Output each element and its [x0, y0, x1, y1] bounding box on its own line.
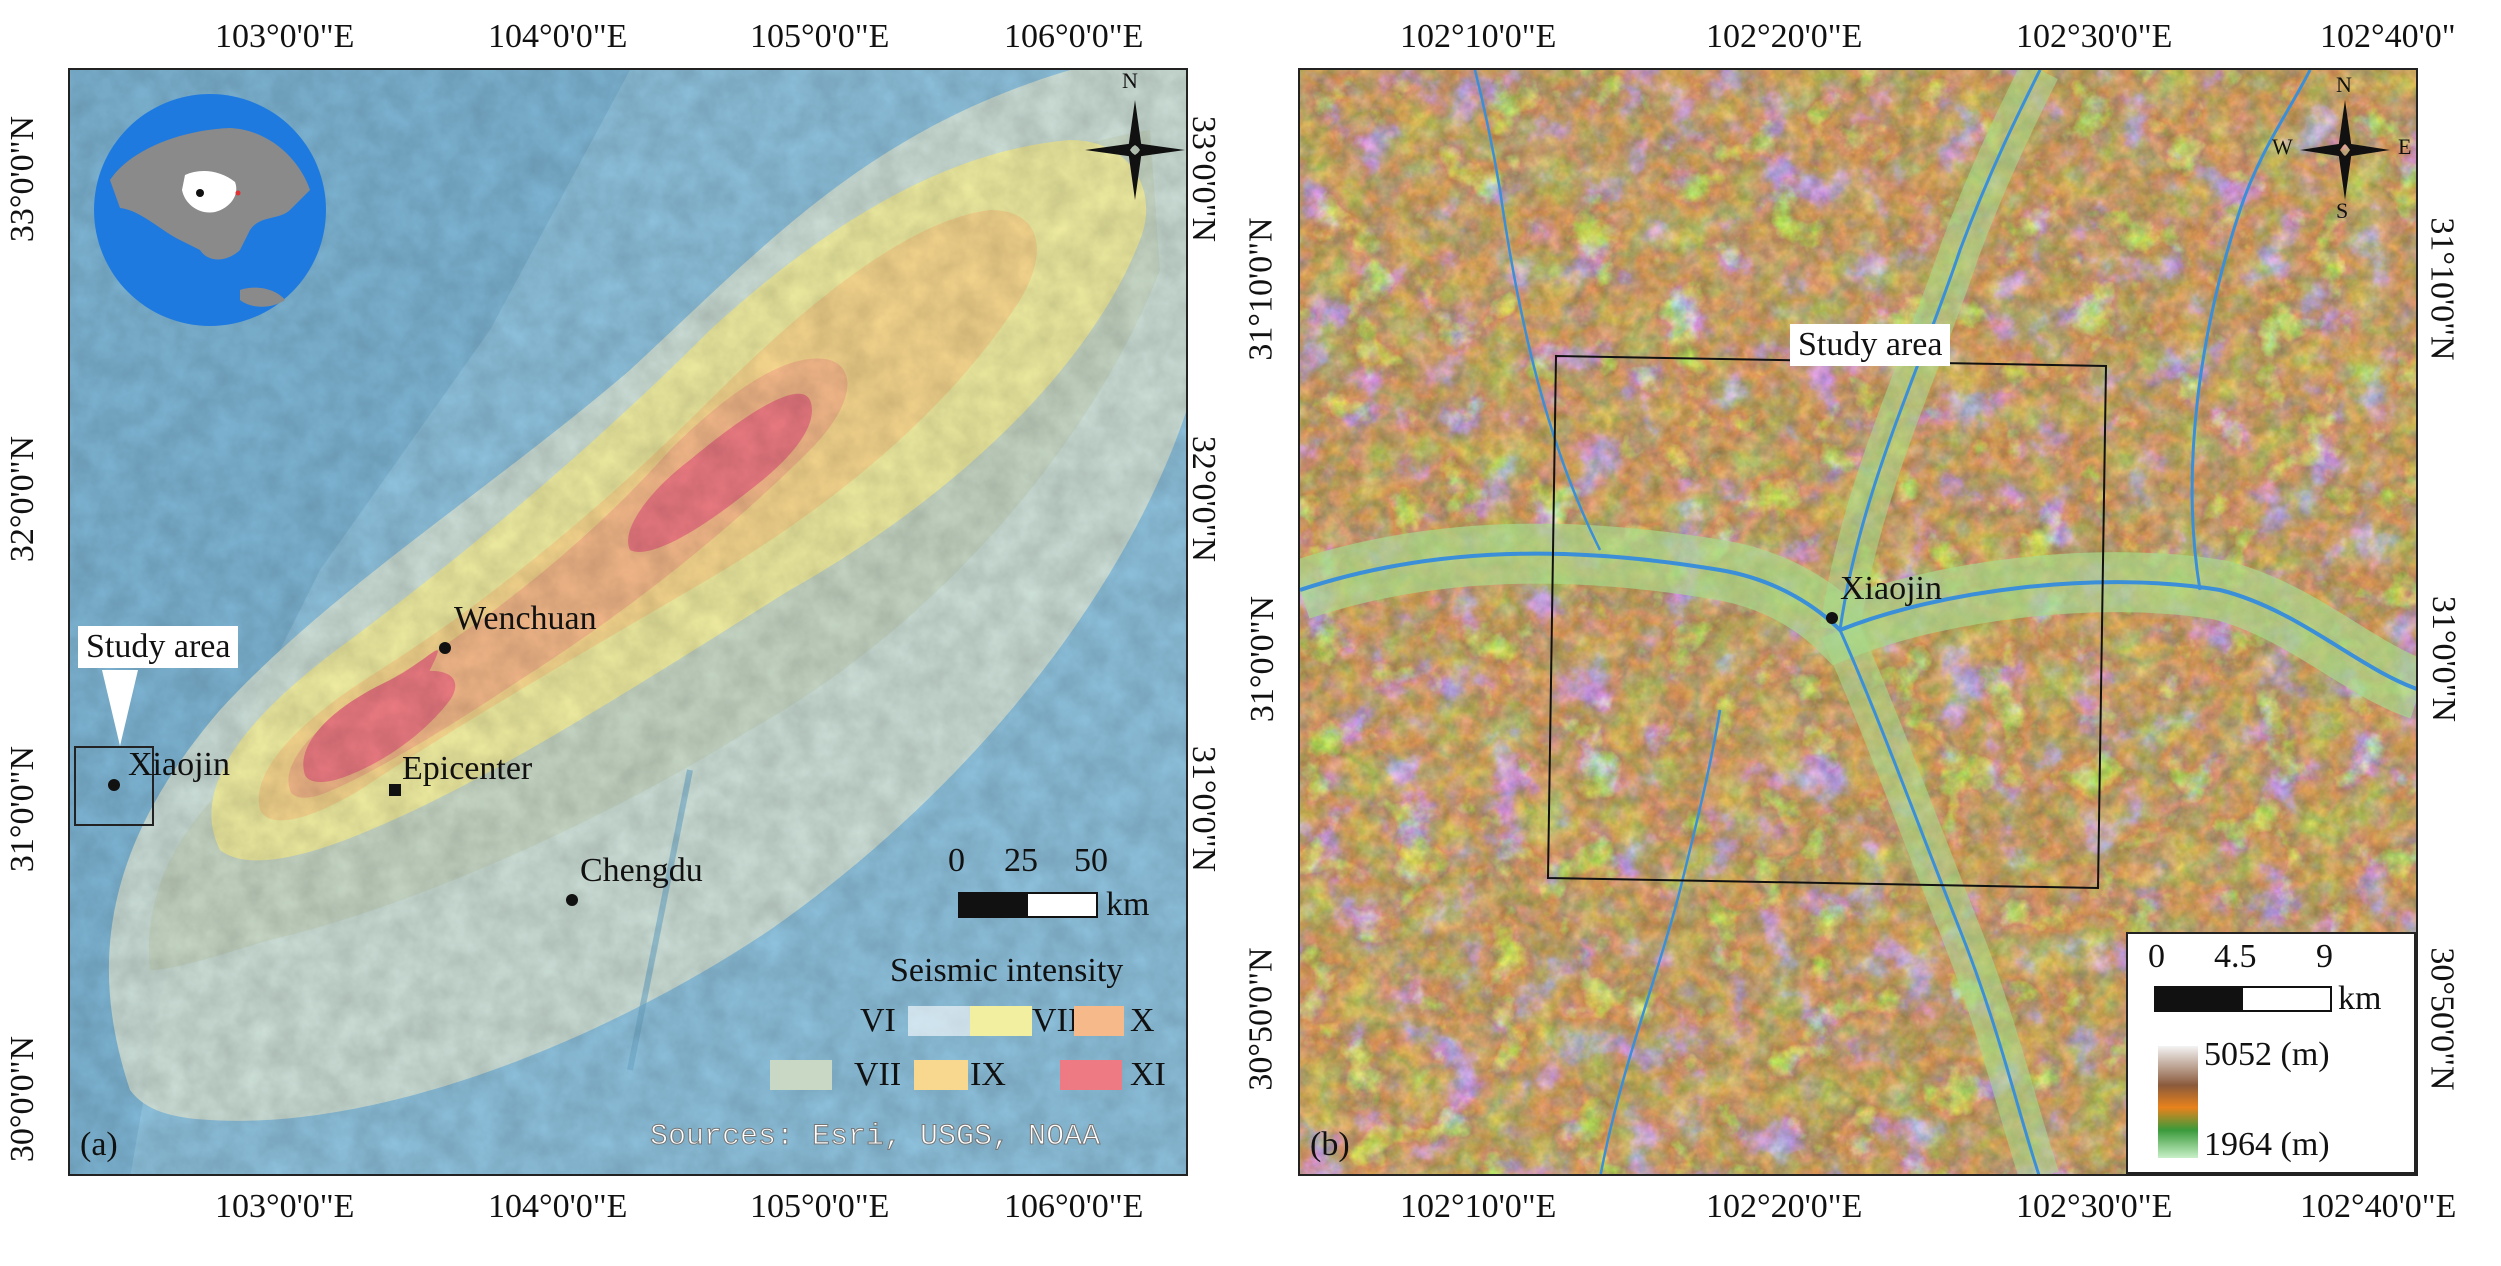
globe-location-dot [196, 189, 204, 197]
panel-a-left-tick: 33°0'0"N [4, 115, 42, 243]
panel-b-scale-unit: km [2338, 980, 2382, 1017]
east-river [2190, 70, 2312, 591]
chengdu-label: Chengdu [580, 852, 703, 889]
elevation-min: 1964 (m) [2204, 1126, 2330, 1163]
panel-a-bottom-tick: 104°0'0"E [488, 1188, 628, 1225]
panel-a-compass [1085, 100, 1185, 200]
panel-b-bottom-tick: 102°40'0"E [2300, 1188, 2457, 1225]
legend-title: Seismic intensity [890, 952, 1124, 989]
panel-a-bottom-tick: 106°0'0"E [1004, 1188, 1144, 1225]
panel-a-right-tick: 31°0'0"N [1185, 745, 1223, 873]
panel-b-top-tick: 102°20'0"E [1706, 18, 1863, 55]
panel-b-xiaojin-label: Xiaojin [1840, 570, 1942, 607]
panel-b-compass-w: W [2272, 134, 2293, 159]
panel-b-right-tick: 31°10'0"N [2423, 217, 2461, 361]
panel-b-top-tick: 102°40'0" [2320, 18, 2456, 55]
legend-label-x: X [1130, 1002, 1155, 1039]
panel-b-left-tick: 30°50'0"N [1242, 947, 1280, 1091]
australia-landmass [240, 287, 285, 307]
panel-a-study-area-box [74, 746, 154, 826]
panel-a-scale-tick: 0 [948, 842, 965, 879]
panel-a-study-area-callout: Study area [78, 626, 239, 668]
panel-a-right-tick: 32°0'0"N [1185, 435, 1223, 563]
panel-b-compass [2300, 100, 2390, 200]
wenchuan-label: Wenchuan [454, 600, 597, 637]
panel-a-compass-north: N [1122, 68, 1138, 93]
panel-b-xiaojin-dot [1826, 612, 1838, 624]
panel-a-top-tick: 105°0'0"E [750, 18, 890, 55]
panel-b-scale-tick: 4.5 [2214, 938, 2257, 975]
xiaojin-label: Xiaojin [128, 746, 230, 783]
legend-swatch-viii [970, 1006, 1032, 1036]
globe-inset [94, 94, 326, 326]
panel-b-legend: 0 4.5 9 km 5052 (m) 1964 (m) [2126, 932, 2416, 1174]
legend-swatch-ix [914, 1060, 968, 1090]
panel-b-top-tick: 102°30'0"E [2016, 18, 2173, 55]
elevation-max: 5052 (m) [2204, 1036, 2330, 1073]
legend-swatch-vi [908, 1006, 970, 1036]
epicenter-marker [389, 784, 401, 796]
legend-label-xi: XI [1130, 1056, 1166, 1093]
west-tributary [1473, 70, 1602, 551]
chengdu-dot [566, 894, 578, 906]
panel-a-left-tick: 30°0'0"N [4, 1035, 42, 1163]
panel-a-scale-bar [958, 892, 1098, 918]
globe-marker [235, 190, 241, 196]
panel-b-bottom-tick: 102°30'0"E [2016, 1188, 2173, 1225]
panel-a-top-tick: 106°0'0"E [1004, 18, 1144, 55]
legend-swatch-vii [770, 1060, 832, 1090]
panel-b-left-tick: 31°10'0"N [1242, 217, 1280, 361]
xiaojin-dot [108, 779, 120, 791]
legend-label-vii: VII [854, 1056, 902, 1093]
legend-label-ix: IX [970, 1056, 1006, 1093]
panel-b-left-tick: 31°0'0"N [1244, 595, 1282, 723]
panel-a-scale-tick: 25 [1004, 842, 1038, 879]
epicenter-label: Epicenter [402, 750, 533, 787]
panel-b-bottom-tick: 102°10'0"E [1400, 1188, 1557, 1225]
panel-a-top-tick: 103°0'0"E [215, 18, 355, 55]
north-river [1838, 70, 2042, 631]
panel-a-top-tick: 104°0'0"E [488, 18, 628, 55]
main-river [1300, 551, 2416, 691]
panel-b-study-area-label: Study area [1790, 324, 1951, 366]
panel-a-bottom-tick: 103°0'0"E [215, 1188, 355, 1225]
panel-b-compass-s: S [2336, 198, 2349, 223]
panel-b-compass-n: N [2336, 72, 2352, 97]
panel-b-map: Study area Xiaojin N S W E 0 4.5 9 km 50… [1298, 68, 2418, 1176]
panel-a-bottom-tick: 105°0'0"E [750, 1188, 890, 1225]
panel-b-bottom-tick: 102°20'0"E [1706, 1188, 1863, 1225]
panel-b-scale-bar [2154, 986, 2332, 1012]
elevation-ramp [2158, 1046, 2198, 1158]
panel-b-compass-e: E [2398, 134, 2412, 159]
sources-credit: Sources: Esri, USGS, NOAA [649, 1120, 1101, 1155]
panel-a-left-tick: 32°0'0"N [4, 435, 42, 563]
panel-b-right-tick: 31°0'0"N [2425, 595, 2463, 723]
callout-pointer [102, 670, 138, 746]
legend-label-vi: VI [860, 1002, 896, 1039]
panel-a-scale-tick: 50 [1074, 842, 1108, 879]
panel-a-scale-unit: km [1106, 886, 1150, 923]
southwest-tributary [1599, 709, 1722, 1174]
panel-b-label: (b) [1310, 1126, 1350, 1163]
panel-b-right-tick: 30°50'0"N [2423, 947, 2461, 1091]
panel-a-left-tick: 31°0'0"N [4, 745, 42, 873]
south-river [1838, 629, 2041, 1174]
panel-a-label: (a) [80, 1126, 118, 1163]
panel-a-map: N Xiaojin Study area Wenchuan Epicenter … [68, 68, 1188, 1176]
panel-b-top-tick: 102°10'0"E [1400, 18, 1557, 55]
panel-b-scale-tick: 9 [2316, 938, 2333, 975]
legend-swatch-xi [1060, 1060, 1122, 1090]
wenchuan-dot [439, 642, 451, 654]
panel-a-right-tick: 33°0'0"N [1185, 115, 1223, 243]
panel-b-scale-tick: 0 [2148, 938, 2165, 975]
china-highlight [182, 170, 237, 213]
legend-swatch-x-visible [1074, 1006, 1124, 1036]
